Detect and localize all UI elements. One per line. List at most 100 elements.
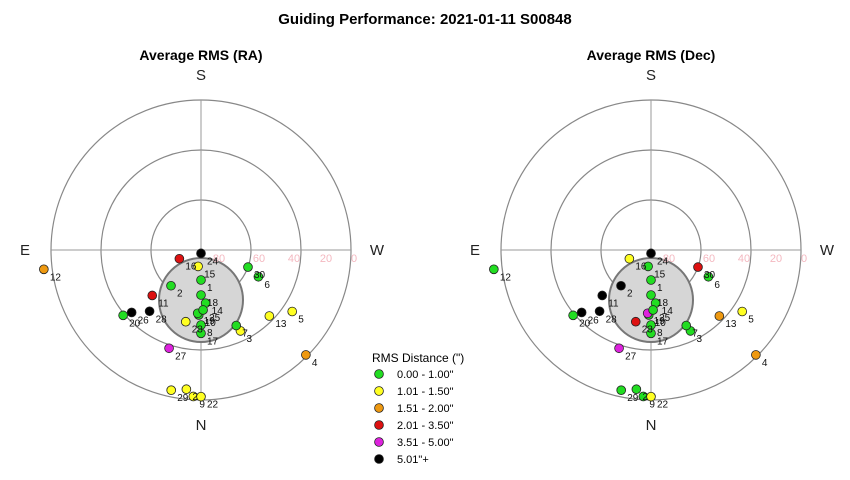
data-point-marker [264, 311, 275, 321]
data-point-marker [714, 311, 725, 321]
data-point-marker [118, 310, 128, 321]
data-point-marker [576, 307, 587, 318]
polar-chart-2: Average RMS (Dec)80 60 40 20 0SE WN1234567891… [470, 47, 835, 434]
data-point-marker [166, 385, 176, 396]
data-point-label: 12 [50, 272, 62, 283]
legend-title: RMS Distance (") [372, 351, 464, 365]
legend-label: 5.01"+ [397, 454, 429, 466]
data-point-label: 13 [725, 319, 737, 330]
data-point: 11 [597, 290, 619, 309]
data-point-label: 30 [704, 270, 716, 281]
radial-tick-label: 0 [801, 253, 807, 265]
data-point: 25 [648, 305, 671, 324]
data-point-marker [196, 248, 206, 259]
data-point-label: 19 [654, 316, 666, 327]
legend-entry: 2.01 - 3.50" [374, 420, 454, 432]
direction-label-e: E [470, 242, 480, 259]
data-point: 12 [39, 264, 62, 283]
data-point-marker [174, 253, 185, 264]
data-point-label: 12 [500, 272, 512, 283]
data-point: 29 [616, 385, 639, 404]
data-point: 2 [616, 280, 633, 300]
data-point-label: 26 [138, 315, 150, 326]
direction-label-w: W [820, 242, 835, 259]
radial-tick-label: 80 [213, 253, 225, 265]
data-point-label: 14 [662, 306, 674, 317]
data-point-label: 30 [254, 270, 266, 281]
data-point-label: 10 [205, 318, 217, 329]
legend-label: 0.00 - 1.00" [397, 369, 454, 381]
data-point-label: 6 [264, 280, 270, 291]
data-point-label: 5 [298, 315, 304, 326]
data-point-marker [196, 275, 206, 285]
radial-tick-label: 60 [703, 253, 715, 265]
legend-label: 1.51 - 2.00" [397, 403, 454, 415]
data-point-label: 16 [185, 262, 197, 273]
data-point-label: 23 [642, 325, 654, 336]
radial-tick-label: 40 [288, 253, 300, 265]
data-point-label: 24 [657, 256, 669, 267]
data-point-label: 11 [158, 298, 169, 309]
data-point: 4 [301, 350, 318, 369]
data-point-marker [489, 264, 499, 275]
data-point: 28 [594, 306, 617, 325]
data-point-marker [193, 261, 203, 272]
data-point-label: 4 [312, 358, 318, 369]
data-point-label: 7 [242, 329, 248, 340]
data-point: 29 [166, 385, 189, 404]
data-point: 11 [147, 290, 169, 309]
legend-swatch [374, 420, 384, 430]
data-point: 5 [287, 306, 304, 326]
radial-tick-label: 40 [738, 253, 750, 265]
data-point: 13 [264, 311, 287, 330]
data-point-label: 22 [657, 400, 669, 411]
legend-swatch [374, 369, 384, 379]
data-point: 30 [243, 262, 266, 281]
data-point-marker [693, 262, 703, 272]
direction-label-s: S [196, 67, 206, 84]
data-point-label: 29 [177, 393, 189, 404]
data-point-label: 1 [657, 283, 663, 294]
data-point-marker [681, 320, 692, 331]
data-point-label: 2 [627, 289, 633, 300]
data-point-label: 22 [207, 400, 219, 411]
data-point-label: 27 [175, 351, 187, 362]
data-point-marker [126, 307, 137, 318]
data-point-marker [597, 290, 608, 301]
radial-tick-label: 20 [320, 253, 332, 265]
legend-entry: 1.51 - 2.00" [374, 403, 454, 415]
legend-entry: 1.01 - 1.50" [374, 386, 454, 398]
data-point-marker [253, 271, 264, 282]
legend-swatch [374, 437, 384, 447]
data-point-label: 17 [207, 336, 219, 347]
data-point-marker [648, 305, 658, 315]
data-point-marker [630, 316, 641, 327]
data-point-label: 29 [627, 393, 639, 404]
radial-tick-label: 80 [663, 253, 675, 265]
radial-tick-label: 60 [253, 253, 265, 265]
legend-entry: 0.00 - 1.00" [374, 369, 454, 381]
direction-label-w: W [370, 242, 385, 259]
data-point: 26 [576, 307, 599, 326]
data-point-marker [594, 306, 605, 317]
polar-chart-1: Average RMS (RA)80 60 40 20 0SE WN12345678910… [20, 47, 385, 434]
data-point: 1 [196, 275, 213, 294]
data-point: 22 [646, 391, 669, 411]
data-point-marker [196, 290, 206, 300]
data-point-label: 8 [207, 328, 213, 339]
data-point-label: 2 [177, 289, 183, 300]
legend-label: 1.01 - 1.50" [397, 386, 454, 398]
data-point: 17 [646, 328, 669, 347]
data-point-label: 19 [204, 316, 216, 327]
legend-label: 2.01 - 3.50" [397, 420, 454, 432]
data-point: 23 [630, 316, 654, 336]
data-point-marker [147, 290, 158, 301]
legend-swatch [374, 403, 384, 413]
data-point-label: 18 [657, 298, 669, 309]
data-point: 18 [196, 290, 219, 309]
data-point-marker [631, 384, 642, 395]
data-point-label: 27 [625, 351, 637, 362]
data-point-label: 8 [657, 328, 663, 339]
direction-label-n: N [196, 417, 207, 434]
